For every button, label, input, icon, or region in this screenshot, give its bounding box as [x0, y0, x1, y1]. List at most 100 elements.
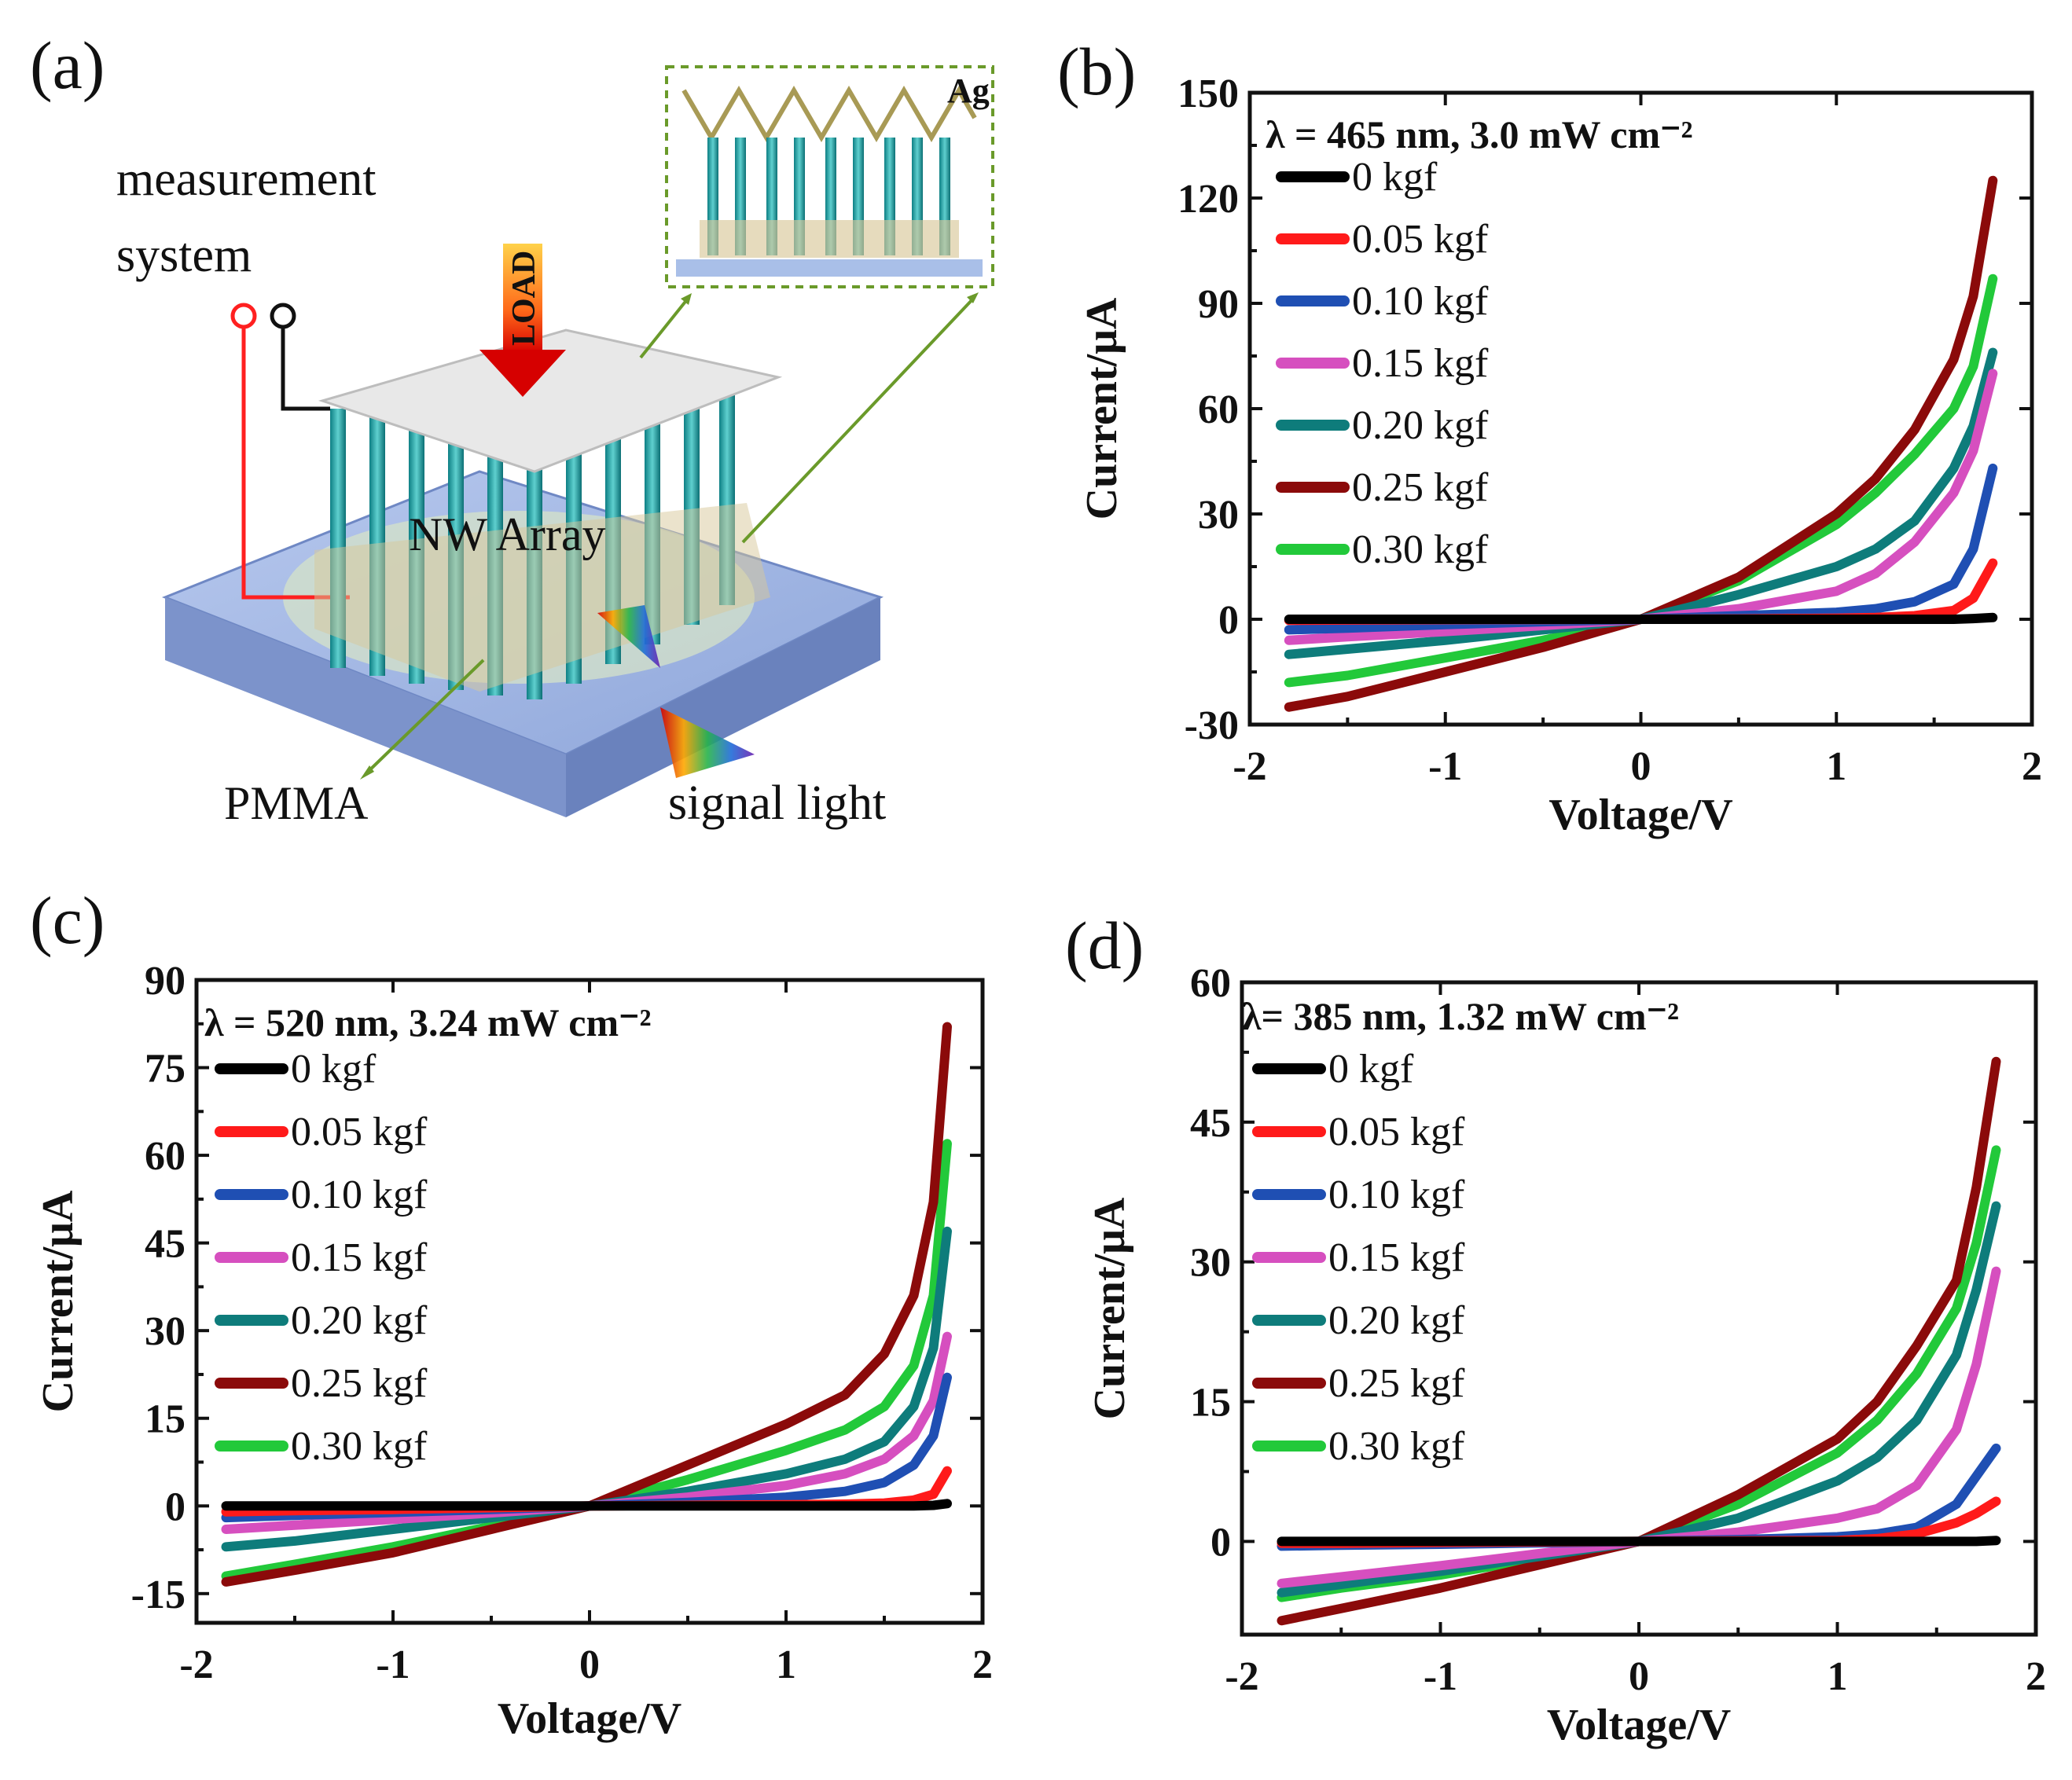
legend-label: 0.05 kgf	[1352, 217, 1489, 262]
x-tick-label: 1	[1828, 1654, 1848, 1699]
x-tick-label: 2	[972, 1642, 993, 1687]
inset-substrate	[676, 259, 983, 277]
series-line-0-25-kgf	[221, 1022, 952, 1587]
y-tick-label: 30	[1198, 493, 1239, 538]
x-tick-label: 0	[1629, 1654, 1649, 1699]
series-line-0-kgf	[1284, 612, 1998, 624]
series-line-0-kgf	[221, 1499, 952, 1511]
ag-zigzag	[681, 86, 977, 142]
chart-condition-title: λ = 520 nm, 3.24 mW cm⁻²	[204, 1000, 651, 1044]
x-tick-label: -1	[1424, 1654, 1457, 1699]
x-tick-label: 2	[2026, 1654, 2046, 1699]
legend-label: 0.25 kgf	[1352, 465, 1489, 510]
x-axis-title: Voltage/V	[498, 1694, 681, 1743]
series-line-0-25-kgf	[1284, 175, 1998, 712]
legend-label: 0 kgf	[1352, 155, 1438, 200]
series-line-0-15-kgf	[1277, 1266, 2001, 1588]
legend-label: 0.15 kgf	[1352, 341, 1489, 386]
y-axis-title: Current/μA	[1086, 1197, 1134, 1419]
y-tick-label: 120	[1177, 177, 1239, 222]
x-tick-label: -2	[1233, 744, 1266, 789]
series-line-0-30-kgf	[1284, 273, 1998, 688]
y-tick-label: 45	[145, 1222, 186, 1267]
x-tick-label: 0	[579, 1642, 600, 1687]
series-line-0-20-kgf	[1277, 1201, 2001, 1598]
legend-label: 0.30 kgf	[291, 1424, 428, 1469]
x-tick-label: 0	[1631, 744, 1651, 789]
panel-label-a: (a)	[30, 28, 105, 103]
black-terminal	[270, 303, 296, 329]
load-arrow: LOAD	[479, 244, 566, 397]
series-line-0-20-kgf	[1284, 347, 1998, 659]
x-tick-label: -1	[1428, 744, 1462, 789]
y-tick-label: 0	[1211, 1520, 1231, 1565]
ag-label: Ag	[947, 72, 990, 110]
panel-label-d: (d)	[1065, 908, 1144, 983]
y-tick-label: 45	[1190, 1101, 1231, 1146]
legend-label: 0 kgf	[1328, 1047, 1414, 1092]
y-tick-label: 150	[1177, 72, 1239, 116]
y-axis-title: Current/μA	[34, 1190, 83, 1412]
legend-label: 0.25 kgf	[291, 1361, 428, 1406]
legend-label: 0.05 kgf	[291, 1110, 428, 1154]
y-tick-label: 60	[1198, 387, 1239, 432]
y-tick-label: 0	[1218, 598, 1239, 643]
series-line-0-15-kgf	[221, 1331, 952, 1534]
chart-b: -2 -1 0 1 2 -30 0 30 60 90 120 150 Voltage/V Current/…	[1078, 72, 2042, 839]
y-tick-label: 30	[1190, 1241, 1231, 1286]
legend-label: 0 kgf	[291, 1047, 377, 1092]
legend-label: 0.20 kgf	[1328, 1298, 1465, 1343]
x-tick-label: 2	[2022, 744, 2042, 789]
series-line-0-15-kgf	[1284, 369, 1998, 645]
pmma-label: PMMA	[224, 777, 368, 829]
legend-label: 0.15 kgf	[291, 1235, 428, 1280]
legend-label: 0.15 kgf	[1328, 1235, 1465, 1280]
signal-light-beam-lower	[660, 707, 755, 778]
legend-label: 0.30 kgf	[1352, 527, 1489, 572]
x-tick-label: 1	[776, 1642, 796, 1687]
y-tick-label: 75	[145, 1047, 186, 1092]
series-line-0-30-kgf	[221, 1139, 952, 1581]
system-label: system	[116, 229, 252, 282]
x-axis-title: Voltage/V	[1547, 1701, 1731, 1749]
legend-label: 0.30 kgf	[1328, 1424, 1465, 1469]
legend-label: 0.20 kgf	[291, 1298, 428, 1343]
y-tick-label: 90	[1198, 282, 1239, 327]
chart-condition-title: λ= 385 nm, 1.32 mW cm⁻²	[1242, 994, 1679, 1038]
legend-label: 0.10 kgf	[291, 1173, 428, 1217]
pointer-arrows	[360, 292, 979, 780]
pmma-band	[314, 503, 770, 692]
y-tick-label: 15	[1190, 1381, 1231, 1426]
chart-condition-title: λ = 465 nm, 3.0 mW cm⁻²	[1266, 112, 1692, 156]
y-tick-label: 15	[145, 1397, 186, 1442]
legend-label: 0.10 kgf	[1328, 1173, 1465, 1217]
legend-label: 0.20 kgf	[1352, 403, 1489, 448]
y-tick-label: 0	[165, 1485, 186, 1529]
series-line-0-20-kgf	[221, 1226, 952, 1552]
panel-label-c: (c)	[30, 883, 105, 958]
y-tick-label: 30	[145, 1309, 186, 1354]
load-label: LOAD	[506, 251, 542, 346]
x-tick-label: -2	[179, 1642, 213, 1687]
schematic-panel: measurement system	[116, 65, 994, 830]
y-tick-label: -30	[1185, 703, 1239, 748]
y-tick-label: 90	[145, 959, 186, 1004]
y-tick-label: -15	[131, 1573, 186, 1617]
legend-label: 0.05 kgf	[1328, 1110, 1465, 1154]
y-axis-title: Current/μA	[1078, 297, 1126, 519]
legend-label: 0.10 kgf	[1352, 279, 1489, 324]
series-line-0-25-kgf	[1277, 1056, 2001, 1626]
chart-d: -2 -1 0 1 2 0 15 30 45 60 Voltage/V Current/μA λ= 38…	[1086, 961, 2046, 1749]
chart-c: -2 -1 0 1 2 -15 0 15 30 45 60 75 90 Voltage/V Current/…	[34, 959, 993, 1743]
series-line-0-kgf	[1277, 1536, 2001, 1547]
red-terminal	[230, 303, 257, 329]
x-tick-label: -1	[376, 1642, 410, 1687]
x-tick-label: -2	[1225, 1654, 1258, 1699]
inset-pmma	[700, 220, 959, 258]
x-tick-label: 1	[1826, 744, 1846, 789]
panel-label-b: (b)	[1057, 34, 1136, 109]
measurement-label: measurement	[116, 152, 377, 206]
nw-array-label: NW Array	[409, 508, 606, 560]
signal-light-label: signal light	[668, 776, 886, 830]
